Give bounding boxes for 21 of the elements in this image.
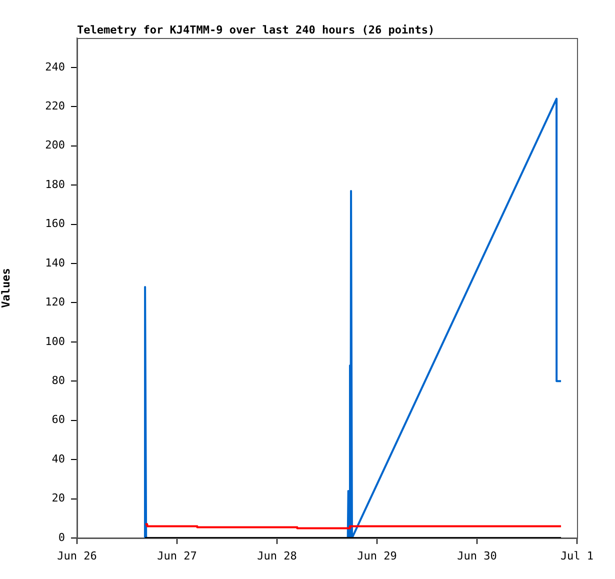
y-axis-title: Values — [0, 268, 12, 308]
y-tick-label: 100 — [45, 334, 65, 348]
y-tick-label: 120 — [45, 296, 65, 309]
y-tick-label: 180 — [45, 178, 65, 191]
y-tick-label: 160 — [45, 217, 65, 230]
y-tick-label: 220 — [45, 99, 65, 112]
x-tick-label: Jun 28 — [257, 549, 297, 562]
y-tick-label: 60 — [52, 413, 65, 426]
y-tick-label: 0 — [58, 530, 65, 544]
y-tick-label: 240 — [45, 60, 65, 74]
x-tick-label: Jun 29 — [357, 549, 397, 562]
y-tick-label: 140 — [45, 256, 65, 270]
x-tick-label: Jun 27 — [157, 549, 197, 562]
chart-title: Telemetry for KJ4TMM-9 over last 240 hours (26 points) — [77, 23, 435, 36]
y-tick-label: 200 — [45, 138, 65, 152]
y-tick-label: 40 — [52, 452, 65, 466]
x-tick-label: Jul 1 — [560, 549, 594, 562]
y-tick-label: 80 — [52, 374, 65, 387]
y-tick-label: 20 — [52, 492, 65, 505]
x-tick-label: Jun 30 — [457, 549, 497, 562]
x-tick-label: Jun 26 — [57, 549, 97, 562]
